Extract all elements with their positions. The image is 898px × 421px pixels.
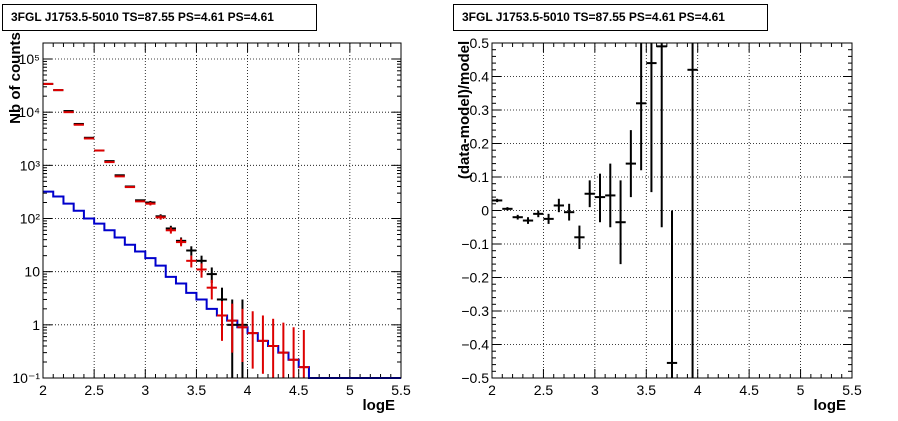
y-tick-label: 0.3 (470, 102, 490, 118)
x-tick-label: 3.5 (187, 382, 207, 398)
x-tick-label: 3.5 (637, 382, 657, 398)
data-point (175, 238, 187, 247)
data-point (257, 315, 269, 374)
right-plot-title: 3FGL J1753.5-5010 TS=87.55 PS=4.61 PS=4.… (453, 4, 768, 31)
left-plot-title: 3FGL J1753.5-5010 TS=87.55 PS=4.61 PS=4.… (2, 4, 317, 31)
y-axis-label: Nb of counts (7, 32, 24, 124)
x-tick-label: 2 (39, 382, 47, 398)
y-tick-label: −0.5 (461, 370, 489, 386)
x-axis-label: logE (363, 397, 396, 414)
data-point (502, 207, 513, 211)
y-tick-label: 1 (32, 317, 40, 333)
y-tick-label: −0.3 (461, 303, 489, 319)
x-tick-label: 5 (797, 382, 805, 398)
x-tick-label: 5.5 (391, 382, 411, 398)
data-point (543, 213, 554, 224)
x-tick-label: 2.5 (534, 382, 554, 398)
data-point (584, 180, 595, 208)
y-tick-label: −0.2 (461, 270, 489, 286)
data-point (512, 214, 523, 220)
y-tick-label: −0.1 (461, 236, 489, 252)
x-tick-label: 5.5 (842, 382, 862, 398)
y-tick-label: −0.4 (461, 337, 489, 353)
data-point (278, 322, 289, 378)
data-point (492, 198, 503, 203)
data-point (687, 43, 698, 378)
data-point (196, 263, 207, 278)
plot-frame (491, 42, 853, 379)
data-point (227, 303, 238, 353)
data-point (656, 43, 667, 228)
data-point (216, 301, 228, 341)
data-point (605, 163, 616, 228)
right-residual-panel: 2 2.5 3 3.5 4 4.5 5 5.5 −0.5 −0.4 −0.3 −0.2 −0.1 0 0.1… (456, 35, 862, 414)
x-tick-label: 4.5 (289, 382, 309, 398)
data-point (574, 225, 585, 250)
data-point (247, 311, 258, 369)
x-tick-label: 2 (488, 382, 496, 398)
data-point (625, 130, 636, 198)
left-histogram-panel: 2 2.5 3 3.5 4 4.5 5 5.5 10⁻¹ 1 10 10² 10³ 10⁴ 10⁵ logE N… (7, 32, 411, 414)
data-point (666, 210, 678, 378)
x-tick-label: 2.5 (84, 382, 104, 398)
y-tick-label: 0.4 (470, 69, 490, 85)
x-tick-label: 5 (346, 382, 354, 398)
y-tick-label: 0.1 (470, 169, 490, 185)
y-tick-label: 0 (481, 203, 489, 219)
data-point (615, 180, 626, 265)
data-point (553, 198, 564, 213)
y-tick-label: 10 (24, 264, 40, 280)
x-tick-label: 4.5 (739, 382, 759, 398)
data-point (186, 246, 197, 256)
x-tick-label: 3 (591, 382, 599, 398)
y-tick-label: 10⁵ (19, 51, 40, 67)
data-point (268, 318, 279, 378)
x-tick-label: 4 (694, 382, 702, 398)
x-axis-label: logE (814, 397, 847, 414)
data-point (533, 210, 544, 218)
data-point (237, 308, 248, 362)
y-tick-label: 10⁴ (18, 104, 40, 120)
x-tick-label: 4 (244, 382, 252, 398)
data-point (206, 279, 217, 300)
y-axis-label: (data-model)/model (456, 41, 473, 179)
data-point (646, 43, 657, 193)
data-point (298, 329, 309, 378)
y-tick-label: 10⁻¹ (12, 370, 40, 386)
plot-frame (42, 42, 402, 379)
data-point (522, 217, 534, 224)
y-tick-label: 0.2 (470, 136, 490, 152)
data-point (186, 255, 197, 268)
y-tick-label: 0.5 (470, 35, 490, 51)
y-tick-label: 10² (20, 211, 41, 227)
data-point (594, 173, 606, 223)
y-tick-label: 10³ (20, 157, 41, 173)
data-point (288, 327, 299, 378)
x-tick-label: 3 (141, 382, 149, 398)
data-point (564, 203, 575, 221)
data-point (155, 215, 166, 220)
data-point (165, 227, 176, 234)
data-point (636, 43, 647, 171)
data-point (145, 202, 156, 206)
